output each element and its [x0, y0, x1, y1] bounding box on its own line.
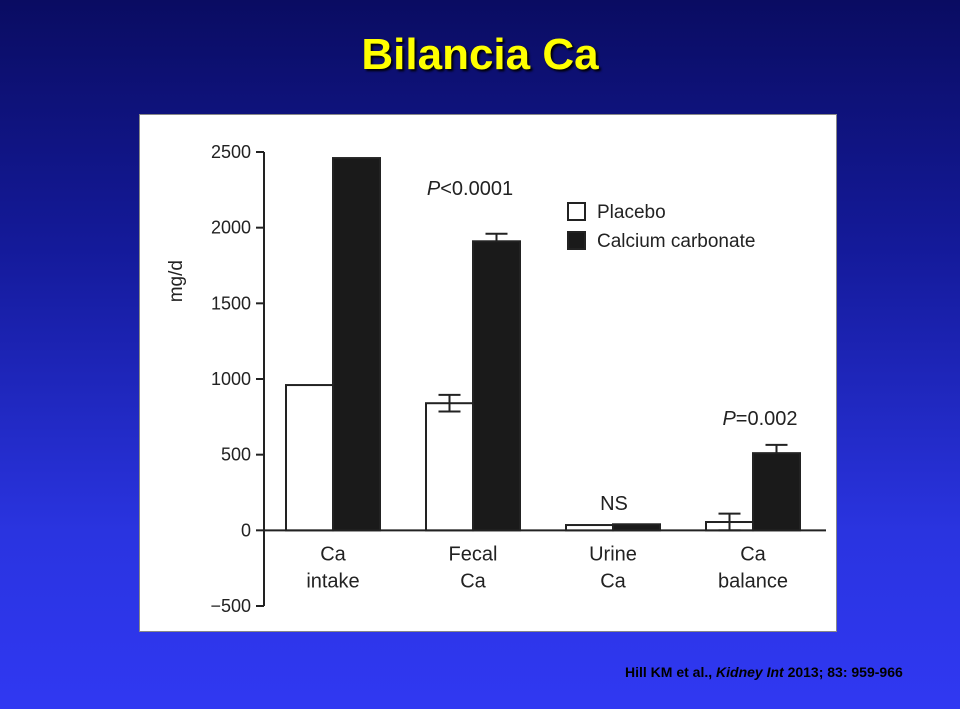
significance-annotation: NS — [600, 493, 628, 515]
y-tick-label: −500 — [210, 596, 251, 616]
bar-placebo — [285, 384, 334, 532]
bar-calcium-carbonate — [612, 523, 661, 532]
x-category-label: Ca — [320, 543, 346, 565]
y-tick-label: 0 — [241, 520, 251, 540]
y-tick-label: 1000 — [211, 369, 251, 389]
citation-details: 2013; 83: 959-966 — [783, 664, 903, 680]
bar-calcium-carbonate — [752, 452, 801, 532]
x-category-label: Ca — [460, 570, 486, 592]
y-tick-label: 2500 — [211, 142, 251, 162]
legend-swatch-placebo — [567, 202, 586, 221]
citation-authors: Hill KM et al., — [625, 664, 717, 680]
bar-placebo — [425, 402, 474, 532]
calcium-balance-chart: −500 0 500 1000 1500 2000 2500 mg/d Ca intake Feca… — [166, 142, 826, 616]
legend-label: Calcium carbonate — [597, 231, 755, 252]
x-category-label: intake — [306, 570, 359, 592]
legend-label: Placebo — [597, 202, 666, 223]
significance-annotation: P=0.002 — [722, 408, 797, 430]
citation-journal: Kidney Int — [716, 664, 784, 680]
x-category-label: Ca — [600, 570, 626, 592]
bar-calcium-carbonate — [472, 240, 521, 532]
y-axis-label: mg/d — [166, 260, 187, 302]
bar-placebo — [565, 524, 614, 532]
x-category-label: Urine — [589, 543, 637, 565]
x-category-label: Ca — [740, 543, 766, 565]
y-tick-label: 500 — [221, 445, 251, 465]
legend-swatch-calcium-carbonate — [567, 231, 586, 250]
bar-calcium-carbonate — [332, 157, 381, 532]
citation: Hill KM et al., Kidney Int 2013; 83: 959… — [625, 664, 903, 680]
significance-annotation: P<0.0001 — [427, 178, 513, 200]
slide-title: Bilancia Ca — [361, 30, 599, 79]
chart-panel: −500 0 500 1000 1500 2000 2500 mg/d Ca intake Feca… — [139, 114, 837, 632]
y-tick-label: 2000 — [211, 218, 251, 238]
x-category-label: balance — [718, 570, 788, 592]
x-category-label: Fecal — [449, 543, 498, 565]
y-tick-label: 1500 — [211, 293, 251, 313]
